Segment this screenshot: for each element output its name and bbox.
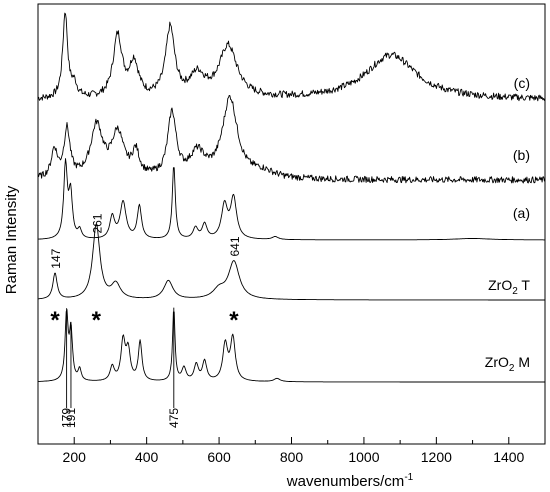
asterisk-marker-3: *: [229, 307, 239, 334]
x-tick-label-1200: 1200: [421, 449, 452, 465]
peak-label-191: 191: [64, 408, 78, 428]
series-label-2: (b): [513, 147, 530, 163]
axes: 200 400 600 800 1000 1200 1400: [37, 3, 546, 465]
peak-label-147: 147: [49, 248, 63, 268]
peak-label-641: 641: [228, 236, 242, 256]
series-label-text: (c): [514, 75, 530, 91]
spectrum-line-1: [37, 12, 546, 102]
plot-frame: [37, 3, 546, 445]
series-label-subscript: 2: [512, 286, 518, 297]
spectrum-line-4: [37, 223, 545, 301]
series-label-suffix: T: [518, 277, 531, 293]
spectrum-line-2: [37, 94, 546, 184]
x-tick-label-600: 600: [207, 449, 231, 465]
x-tick-label-1000: 1000: [348, 449, 379, 465]
x-tick-label-400: 400: [135, 449, 159, 465]
series-label-3: (a): [513, 205, 530, 221]
series-label-suffix: M: [514, 354, 530, 370]
series-label-text: ZrO: [488, 277, 512, 293]
series-label-text: ZrO: [485, 354, 509, 370]
series-label-subscript: 2: [509, 363, 515, 374]
peak-label-261: 261: [90, 213, 104, 233]
peak-label-179: 179: [60, 408, 74, 428]
asterisk-marker-2: *: [92, 307, 102, 334]
x-axis-label-superscript: -1: [404, 472, 413, 483]
series-label-1: (c): [514, 75, 530, 91]
series-label-text: (b): [513, 147, 530, 163]
x-tick-label-1400: 1400: [493, 449, 524, 465]
spectrum-line-3: [38, 158, 545, 241]
series-label-5: ZrO2 M: [485, 354, 530, 374]
series-label-4: ZrO2 T: [488, 277, 530, 297]
x-tick-label-800: 800: [280, 449, 304, 465]
y-axis-label: Raman Intensity: [3, 185, 20, 294]
spectrum-line-5: [38, 309, 545, 383]
series-label-text: (a): [513, 205, 530, 221]
asterisk-marker-1: *: [50, 307, 60, 334]
x-axis-label: wavenumbers/cm-1: [286, 472, 414, 490]
x-axis-label-text: wavenumbers/cm: [286, 473, 405, 490]
peak-label-475: 475: [167, 408, 181, 428]
x-tick-label-200: 200: [63, 449, 87, 465]
